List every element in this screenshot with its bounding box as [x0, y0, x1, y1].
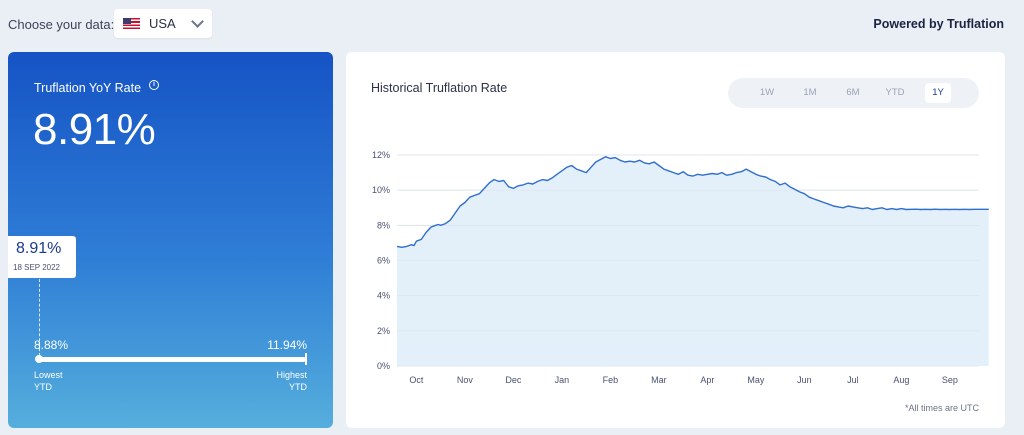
country-select[interactable]: USA: [114, 9, 212, 38]
tab-1y[interactable]: 1Y: [925, 83, 951, 103]
tab-1w[interactable]: 1W: [759, 87, 775, 98]
lowest-label-line2: YTD: [34, 382, 52, 392]
highest-ytd-value: 11.94%: [267, 338, 307, 352]
highest-label-line2: YTD: [289, 382, 307, 392]
highest-label-line1: Highest: [276, 370, 307, 380]
tab-ytd[interactable]: YTD: [885, 87, 905, 98]
x-tick-label: Aug: [893, 375, 909, 385]
tab-6m[interactable]: 6M: [846, 87, 860, 98]
y-tick-label: 0%: [377, 361, 390, 371]
info-icon[interactable]: i: [149, 80, 159, 90]
x-tick-label: Sep: [942, 375, 958, 385]
x-tick-label: Apr: [700, 375, 714, 385]
truflation-area-chart: 0% 2% 4% 6% 8% 10% 12% Oct Nov Dec Jan Feb Mar Apr May…: [372, 150, 989, 385]
lowest-ytd-label: Lowest YTD: [34, 369, 63, 393]
historical-chart-card: Historical Truflation Rate 1W 1M 6M YTD …: [346, 52, 1005, 428]
current-rate-callout: 8.91% 18 SEP 2022: [8, 236, 76, 278]
y-tick-label: 4%: [377, 291, 390, 301]
callout-date: 18 SEP 2022: [13, 263, 61, 272]
callout-rate-value: 8.91%: [16, 240, 62, 257]
lowest-ytd-value: 8.88%: [34, 338, 69, 352]
rate-card-title: Truflation YoY Rate: [34, 81, 142, 95]
us-flag-icon: [123, 18, 140, 29]
top-bar: Choose your data: USA Powered by Truflat…: [0, 0, 1024, 46]
chart-title: Historical Truflation Rate: [371, 81, 508, 95]
tab-1m[interactable]: 1M: [803, 87, 817, 98]
x-tick-label: Dec: [505, 375, 522, 385]
ytd-range-marker: [35, 355, 43, 363]
y-tick-label: 12%: [372, 150, 390, 160]
highest-ytd-label: Highest YTD: [276, 369, 307, 393]
utc-footnote: *All times are UTC: [904, 403, 979, 413]
lowest-label-line1: Lowest: [34, 370, 63, 380]
x-tick-label: Jun: [797, 375, 812, 385]
y-tick-label: 10%: [372, 185, 390, 195]
area-fill: [397, 156, 989, 366]
x-tick-label: May: [747, 375, 765, 385]
series-line: [396, 156, 989, 248]
x-tick-label: Oct: [409, 375, 424, 385]
callout-dashed-line: [39, 279, 40, 356]
time-range-tabs: 1W 1M 6M YTD 1Y: [728, 78, 979, 108]
x-tick-label: Mar: [651, 375, 667, 385]
powered-by-label: Powered by Truflation: [873, 17, 1004, 31]
ytd-range-end-tick: [305, 353, 307, 365]
x-tick-label: Nov: [457, 375, 474, 385]
y-tick-label: 6%: [377, 256, 390, 266]
x-tick-label: Jan: [555, 375, 570, 385]
current-rate-value: 8.91%: [33, 105, 156, 154]
y-tick-label: 2%: [377, 326, 390, 336]
chevron-down-icon: [191, 15, 204, 28]
ytd-range-track: [38, 357, 306, 362]
x-tick-label: Jul: [847, 375, 859, 385]
y-tick-label: 8%: [377, 220, 390, 230]
x-tick-label: Feb: [603, 375, 619, 385]
country-select-value: USA: [149, 16, 176, 31]
yoy-rate-card: Truflation YoY Rate i 8.91% 8.91% 18 SEP…: [8, 52, 333, 428]
choose-data-label: Choose your data:: [8, 17, 115, 32]
